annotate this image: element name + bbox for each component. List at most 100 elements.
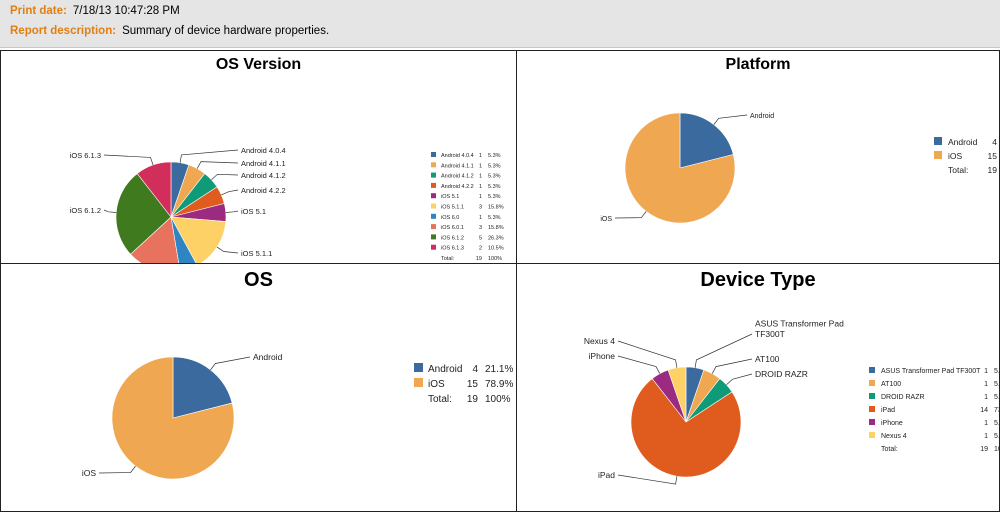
print-date-row: Print date: 7/18/13 10:47:28 PM	[10, 5, 180, 17]
legend-swatch-android	[414, 363, 423, 372]
legend-percent-ios-6-1-2: 26.3%	[488, 235, 504, 241]
legend-count-ios-5-1: 1	[479, 194, 482, 200]
legend-swatch-droid-razr	[869, 393, 875, 399]
legend-total-count: 19	[467, 394, 479, 405]
legend-total-count: 19	[980, 446, 988, 453]
print-date-value: 7/18/13 10:47:28 PM	[72, 5, 180, 17]
legend-percent-ios-6-0-1: 15.8%	[488, 225, 504, 231]
os-panel: OS Android iOS Android 4 21.1% iOS 15 78.9% Tota…	[0, 263, 517, 512]
leader-line-ios-6-1-3	[103, 154, 154, 166]
legend-name-ios: iOS	[948, 151, 963, 161]
legend-count-android-4-1-2: 1	[479, 174, 482, 180]
legend-count-ipad: 14	[980, 407, 988, 414]
slice-label-nexus-4: Nexus 4	[584, 336, 615, 346]
legend-name-ios-5-1-1: iOS 5.1.1	[441, 205, 464, 211]
slice-label-at100: AT100	[755, 354, 780, 364]
legend-name-android: Android	[948, 137, 978, 147]
leader-line-ios	[614, 211, 647, 219]
platform-pie-chart: AndroidiOSAndroid421.1%iOS1578.9%Total:1…	[600, 112, 998, 224]
legend-count-ios: 15	[988, 151, 998, 161]
legend-count-ios-6-1-2: 5	[479, 235, 482, 241]
leader-line-android-4-1-2	[211, 173, 239, 180]
leader-line-at100	[711, 358, 753, 374]
legend-count-asus-transformer-pad-tf300t: 1	[984, 368, 988, 375]
legend-swatch-ios-6-0	[431, 213, 436, 219]
os-title: OS	[244, 269, 273, 291]
slice-label-android-4-1-1: Android 4.1.1	[241, 159, 286, 168]
legend-name-android-4-2-2: Android 4.2.2	[441, 184, 474, 190]
legend-swatch-ios	[934, 151, 942, 159]
legend-total-count: 19	[988, 165, 998, 175]
slice-label-android-4-1-2: Android 4.1.2	[241, 171, 286, 180]
legend-percent-droid-razr: 5.3%	[994, 394, 1000, 401]
legend-swatch-ios-5-1	[431, 193, 436, 199]
slice-label-asus-transformer-pad-tf300t: ASUS Transformer Pad TF300T	[755, 319, 844, 340]
platform-panel: Platform AndroidiOSAndroid421.1%iOS1578.…	[516, 50, 1000, 264]
legend-total-label: Total:	[881, 446, 898, 453]
os-pie-chart: Android iOS Android 4 21.1% iOS 15 78.9% Total: 1…	[82, 352, 513, 480]
legend-total-count: 19	[476, 256, 482, 262]
legend-percent-android-4-1-2: 5.3%	[488, 174, 501, 180]
legend-percent-android-4-0-4: 5.3%	[488, 153, 501, 159]
legend-count-nexus-4: 1	[984, 433, 988, 440]
slice-label-android-4-2-2: Android 4.2.2	[241, 186, 286, 195]
legend-count-android-4-1-1: 1	[479, 163, 482, 169]
legend-name-ios-6-0-1: iOS 6.0.1	[441, 225, 464, 231]
legend-swatch-android-4-2-2	[431, 182, 436, 188]
legend-percent-at100: 5.3%	[994, 381, 1000, 388]
leader-line-android	[210, 356, 251, 371]
slice-label-ios-5-1-1: iOS 5.1.1	[241, 249, 272, 258]
legend-name-android-4-1-2: Android 4.1.2	[441, 174, 474, 180]
device-type-panel: Device Type ASUS Transformer Pad TF300T AT…	[516, 263, 1000, 512]
legend-total-percent: 100%	[488, 256, 502, 262]
slice-label-ios: iOS	[82, 468, 97, 478]
legend-count-iphone: 1	[984, 420, 988, 427]
leader-line-iphone	[617, 355, 661, 374]
legend-swatch-android-4-1-1	[431, 162, 436, 168]
legend-name-ios: iOS	[428, 379, 445, 390]
platform-title: Platform	[725, 56, 791, 73]
pie-slice-ios	[111, 356, 235, 480]
leader-line-android-4-0-4	[179, 149, 239, 163]
pie-slice-ios-6-0	[170, 216, 197, 263]
leader-line-android-4-2-2	[221, 189, 239, 196]
slice-label-ios-5-1: iOS 5.1	[241, 207, 266, 216]
legend-count-droid-razr: 1	[984, 394, 988, 401]
legend-count-android-4-2-2: 1	[479, 184, 482, 190]
legend-percent-android-4-2-2: 5.3%	[488, 184, 501, 190]
legend-swatch-ios-5-1-1	[431, 203, 436, 209]
leader-line-droid-razr	[726, 373, 753, 385]
leader-line-ios-6-1-2	[103, 209, 117, 213]
legend-count-ios-6-1-3: 2	[479, 246, 482, 252]
legend-total-percent: 100%	[485, 394, 511, 405]
pie-slice-ios	[624, 112, 736, 224]
legend-name-android: Android	[428, 364, 462, 375]
legend-swatch-android	[934, 137, 942, 145]
report-description-row: Report description: Summary of device har…	[10, 25, 329, 37]
os-version-pie-chart: Android 4.0.4 Android 4.1.1 Android 4.1.2 A…	[70, 146, 504, 263]
legend-percent-ios-5-1-1: 15.8%	[488, 205, 504, 211]
legend-percent-nexus-4: 5.3%	[994, 433, 1000, 440]
legend-name-ios-6-1-2: iOS 6.1.2	[441, 235, 464, 241]
legend-percent-ios: 78.9%	[485, 379, 513, 390]
report-header: Print date: 7/18/13 10:47:28 PM Report de…	[0, 0, 1000, 48]
legend-percent-ipad: 73.7%	[994, 407, 1000, 414]
legend-swatch-ios-6-1-3	[431, 244, 436, 250]
leader-line-ios-5-1	[225, 210, 239, 213]
pie-slice-ios-6-1-2	[115, 173, 172, 255]
report-description-label: Report description:	[10, 25, 117, 37]
slice-label-droid-razr: DROID RAZR	[755, 369, 808, 379]
leader-line-ipad	[617, 474, 678, 485]
legend-percent-iphone: 5.3%	[994, 420, 1000, 427]
legend-total-percent: 100%	[994, 446, 1000, 453]
slice-label-android: Android	[750, 113, 774, 120]
pie-slice-android	[172, 356, 233, 419]
legend-name-ios-5-1: iOS 5.1	[441, 194, 459, 200]
pie-slice-android	[679, 112, 734, 169]
leader-line-asus-transformer-pad-tf300t	[694, 333, 753, 368]
legend-percent-ios-5-1: 5.3%	[488, 194, 501, 200]
legend-name-android-4-1-1: Android 4.1.1	[441, 163, 474, 169]
legend-count-ios: 15	[467, 379, 479, 390]
legend-name-asus-transformer-pad-tf300t: ASUS Transformer Pad TF300T	[881, 368, 981, 375]
slice-label-iphone: iPhone	[589, 351, 616, 361]
